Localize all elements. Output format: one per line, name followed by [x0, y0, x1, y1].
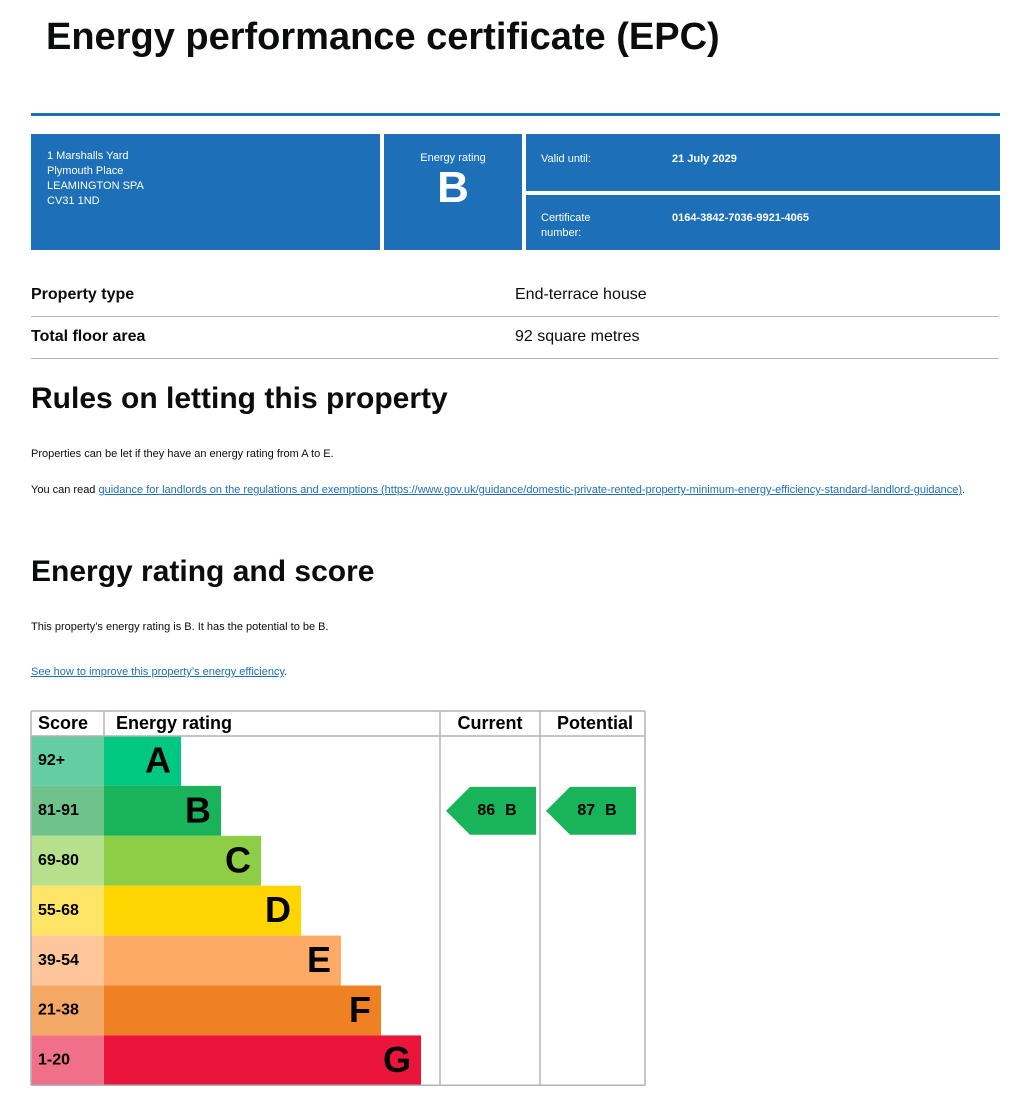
address-line: CV31 1ND: [47, 195, 100, 207]
text: .: [962, 484, 966, 496]
score-cell: [31, 736, 104, 786]
rating-bar: [104, 1035, 421, 1086]
certificate-box: Certificate number: 0164-3842-7036-9921-…: [526, 195, 1000, 250]
score-cell: [31, 835, 104, 886]
certificate-number: 0164-3842-7036-9921-4065: [672, 212, 810, 224]
paragraph: This property’s energy rating is B. It h…: [31, 621, 329, 633]
paragraph: See how to improve this property’s energ…: [31, 665, 287, 680]
score-label: 81-91: [38, 802, 79, 819]
score-label: 1-20: [38, 1052, 70, 1069]
current-arrow: [446, 786, 536, 835]
score-cell: [31, 785, 104, 836]
rating-bar: [104, 835, 261, 886]
band: B: [605, 802, 617, 819]
potential-arrow: [546, 786, 636, 835]
score: 86: [477, 802, 495, 819]
band-letter: G: [383, 1039, 411, 1080]
page-title: Energy performance certificate (EPC): [46, 16, 720, 58]
score-label: 55-68: [38, 902, 79, 919]
valid-until: 21 July 2029: [672, 153, 737, 165]
property-row: Total floor area 92 square metres: [31, 316, 999, 359]
address-box: 1 Marshalls Yard Plymouth Place LEAMINGT…: [31, 134, 380, 250]
paragraph: Properties can be let if they have an en…: [31, 448, 334, 460]
band-letter: C: [225, 839, 251, 880]
valid-box: Valid until: 21 July 2029: [526, 134, 1000, 191]
link[interactable]: See how to improve this property’s energ…: [31, 666, 285, 678]
property-row: Property type End-terrace house: [31, 274, 999, 317]
row-label: Total floor area: [31, 328, 146, 345]
rating-bar: [104, 985, 381, 1036]
rating-label: Energy rating: [420, 152, 486, 164]
score-label: 69-80: [38, 852, 79, 869]
score-label: 39-54: [38, 952, 79, 969]
valid-label: Valid until:: [541, 153, 591, 165]
rule: [31, 113, 1000, 116]
rating-bar: [104, 885, 301, 936]
potential-label: 87 B: [577, 802, 616, 819]
rating-bar: [104, 736, 181, 786]
score-cell: [31, 935, 104, 986]
column-header: Current: [457, 713, 522, 733]
score-cell: [31, 885, 104, 936]
text: You can read: [31, 484, 96, 496]
band-letter: B: [185, 789, 211, 830]
address-line: Plymouth Place: [47, 165, 124, 177]
band-letter: A: [145, 739, 171, 780]
rating-box: Energy rating B: [384, 134, 522, 250]
paragraph: You can read guidance for landlords on t…: [31, 483, 976, 497]
certificate-label: Certificate number:: [541, 212, 591, 239]
score: 87: [577, 802, 595, 819]
address-line: LEAMINGTON SPA: [47, 180, 144, 192]
score-cell: [31, 985, 104, 1036]
current-label: 86 B: [477, 802, 516, 819]
rating: B: [437, 163, 469, 212]
address: 1 Marshalls Yard Plymouth Place LEAMINGT…: [47, 149, 144, 209]
row-label: Property type: [31, 286, 135, 303]
score-label: 21-38: [38, 1002, 79, 1019]
band: B: [505, 802, 517, 819]
rating-bar: [104, 785, 221, 836]
band-letter: F: [349, 989, 371, 1030]
column-header: Potential: [557, 713, 633, 733]
column-header: Score: [38, 713, 88, 733]
band-letter: D: [265, 889, 291, 930]
section-heading: Rules on letting this property: [31, 382, 448, 415]
band-letter: E: [307, 939, 331, 980]
column-header: Energy rating: [116, 713, 232, 733]
text: .: [284, 666, 288, 678]
row-value: 92 square metres: [515, 328, 640, 345]
score-cell: [31, 1035, 104, 1086]
row-value: End-terrace house: [515, 286, 647, 303]
score-label: 92+: [38, 752, 65, 769]
rating-bar: [104, 935, 341, 986]
section-heading: Energy rating and score: [31, 555, 375, 588]
link[interactable]: guidance for landlords on the regulation…: [98, 484, 963, 496]
address-line: 1 Marshalls Yard: [47, 150, 129, 162]
